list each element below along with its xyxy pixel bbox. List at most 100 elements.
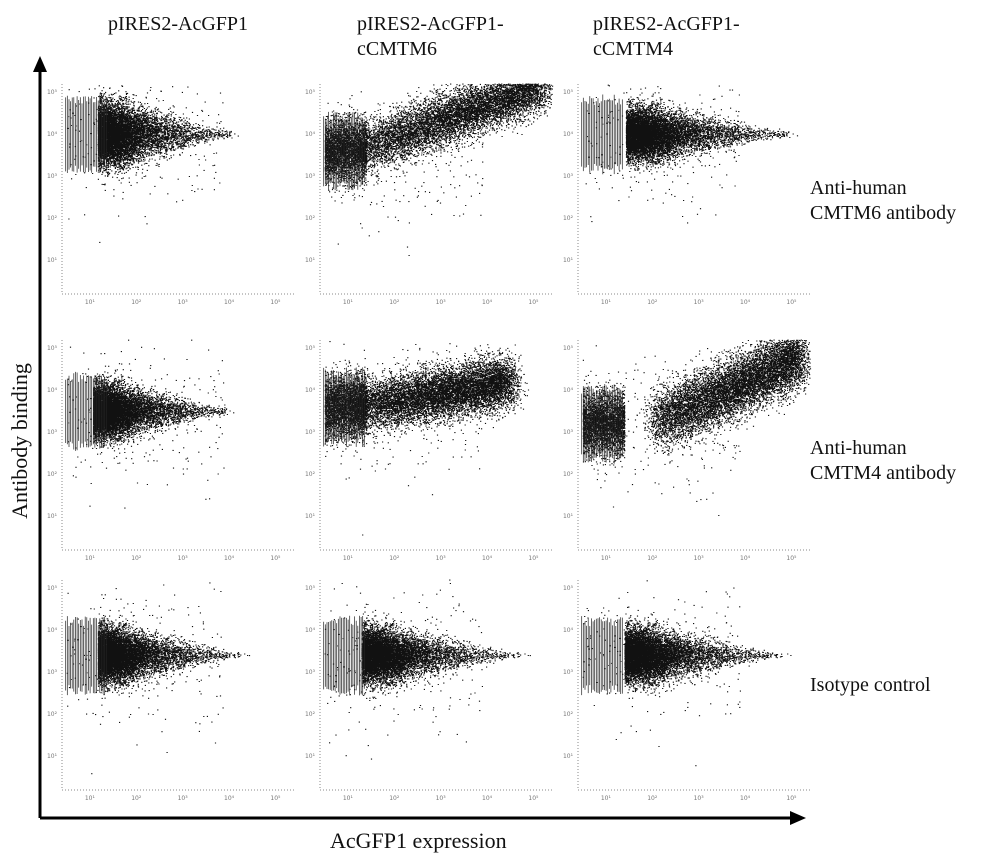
y-tick-label: 10² bbox=[563, 215, 574, 222]
x-tick-label: 10³ bbox=[694, 299, 705, 306]
y-tick-label: 10¹ bbox=[563, 257, 574, 264]
x-tick-label: 10¹ bbox=[601, 795, 612, 802]
x-tick-label: 10⁵ bbox=[270, 795, 281, 802]
scatter-points bbox=[582, 339, 812, 517]
x-tick-label: 10² bbox=[647, 795, 658, 802]
x-tick-label: 10¹ bbox=[85, 795, 96, 802]
x-tick-label: 10² bbox=[131, 299, 142, 306]
scatter-points bbox=[67, 339, 235, 509]
x-tick-label: 10⁵ bbox=[528, 795, 539, 802]
x-tick-label: 10⁴ bbox=[224, 555, 235, 562]
x-tick-label: 10⁵ bbox=[270, 555, 281, 562]
y-tick-label: 10² bbox=[47, 471, 58, 478]
y-tick-label: 10⁵ bbox=[305, 585, 316, 592]
scatter-panel-r3-c2: 10¹ 10² 10³ 10⁴ 10⁵ 10⁵ 10⁴ 10³ 10² 10¹ bbox=[305, 579, 552, 802]
y-tick-label: 10¹ bbox=[305, 257, 316, 264]
low-signal-bins bbox=[581, 384, 623, 464]
x-tick-label: 10⁵ bbox=[786, 555, 797, 562]
low-signal-bins bbox=[581, 94, 623, 175]
scatter-panel-r1-c1: 10¹ 10² 10³ 10⁴ 10⁵ 10⁵ 10⁴ 10³ 10² 10¹ bbox=[47, 84, 294, 306]
x-tick-label: 10² bbox=[389, 299, 400, 306]
y-tick-label: 10³ bbox=[47, 669, 58, 676]
scatter-points bbox=[324, 579, 531, 760]
low-signal-bins bbox=[581, 616, 623, 696]
x-tick-label: 10⁵ bbox=[786, 299, 797, 306]
y-tick-label: 10¹ bbox=[563, 513, 574, 520]
x-tick-label: 10³ bbox=[694, 795, 705, 802]
y-tick-label: 10¹ bbox=[563, 753, 574, 760]
y-tick-label: 10⁴ bbox=[47, 387, 58, 394]
low-signal-bins bbox=[65, 616, 107, 696]
x-tick-label: 10⁵ bbox=[528, 555, 539, 562]
x-tick-label: 10² bbox=[131, 555, 142, 562]
x-tick-label: 10¹ bbox=[85, 299, 96, 306]
column-title-acgfp1: pIRES2-AcGFP1 bbox=[108, 13, 249, 35]
y-tick-label: 10⁵ bbox=[47, 345, 58, 352]
y-axis-arrowhead bbox=[33, 56, 47, 72]
scatter-panel-r1-c3: 10¹ 10² 10³ 10⁴ 10⁵ 10⁵ 10⁴ 10³ 10² 10¹ bbox=[563, 84, 810, 306]
scatter-panel-r3-c3: 10¹ 10² 10³ 10⁴ 10⁵ 10⁵ 10⁴ 10³ 10² 10¹ bbox=[563, 580, 810, 802]
y-tick-label: 10² bbox=[563, 711, 574, 718]
y-tick-label: 10⁴ bbox=[47, 131, 58, 138]
y-tick-label: 10³ bbox=[47, 429, 58, 436]
x-tick-label: 10¹ bbox=[343, 795, 354, 802]
x-tick-label: 10¹ bbox=[601, 555, 612, 562]
row-label-anti-cmtm4: Anti-human CMTM4 antibody bbox=[810, 437, 957, 484]
scatter-panel-r2-c2: 10¹ 10² 10³ 10⁴ 10⁵ 10⁵ 10⁴ 10³ 10² 10¹ bbox=[305, 340, 552, 562]
x-tick-label: 10² bbox=[389, 555, 400, 562]
scatter-points bbox=[66, 582, 251, 775]
x-tick-label: 10³ bbox=[694, 555, 705, 562]
y-tick-label: 10² bbox=[305, 711, 316, 718]
low-signal-bins bbox=[65, 95, 107, 173]
low-signal-bins bbox=[65, 371, 107, 451]
x-tick-label: 10⁴ bbox=[482, 555, 493, 562]
x-tick-label: 10³ bbox=[178, 299, 189, 306]
y-tick-label: 10¹ bbox=[305, 753, 316, 760]
low-signal-bins bbox=[323, 367, 365, 447]
y-tick-label: 10³ bbox=[47, 173, 58, 180]
y-tick-label: 10⁵ bbox=[563, 585, 574, 592]
x-tick-label: 10² bbox=[647, 299, 658, 306]
x-tick-label: 10¹ bbox=[601, 299, 612, 306]
y-tick-label: 10³ bbox=[563, 669, 574, 676]
y-tick-label: 10⁵ bbox=[563, 89, 574, 96]
x-tick-label: 10⁴ bbox=[224, 795, 235, 802]
x-tick-label: 10³ bbox=[436, 299, 447, 306]
y-tick-label: 10³ bbox=[305, 669, 316, 676]
x-tick-label: 10³ bbox=[178, 795, 189, 802]
y-tick-label: 10⁵ bbox=[47, 585, 58, 592]
y-tick-label: 10¹ bbox=[47, 753, 58, 760]
y-tick-label: 10⁴ bbox=[47, 627, 58, 634]
x-tick-label: 10⁴ bbox=[740, 555, 751, 562]
y-tick-label: 10⁴ bbox=[305, 627, 316, 634]
y-tick-label: 10³ bbox=[305, 429, 316, 436]
y-tick-label: 10² bbox=[47, 215, 58, 222]
scatter-panel-r3-c1: 10¹ 10² 10³ 10⁴ 10⁵ 10⁵ 10⁴ 10³ 10² 10¹ bbox=[47, 580, 294, 802]
scatter-points bbox=[582, 580, 792, 767]
y-tick-label: 10⁵ bbox=[47, 89, 58, 96]
y-tick-label: 10³ bbox=[563, 173, 574, 180]
x-tick-label: 10⁴ bbox=[740, 795, 751, 802]
x-tick-label: 10¹ bbox=[343, 555, 354, 562]
x-tick-label: 10⁴ bbox=[224, 299, 235, 306]
y-tick-label: 10¹ bbox=[47, 257, 58, 264]
x-tick-label: 10⁵ bbox=[528, 299, 539, 306]
y-tick-label: 10⁴ bbox=[563, 627, 574, 634]
scatter-points bbox=[324, 83, 554, 257]
x-tick-label: 10³ bbox=[436, 555, 447, 562]
y-tick-label: 10⁴ bbox=[563, 131, 574, 138]
scatter-panel-r2-c3: 10¹ 10² 10³ 10⁴ 10⁵ 10⁵ 10⁴ 10³ 10² 10¹ bbox=[563, 339, 812, 562]
x-tick-label: 10⁴ bbox=[482, 795, 493, 802]
x-tick-label: 10¹ bbox=[343, 299, 354, 306]
low-signal-bins bbox=[323, 111, 365, 191]
y-tick-label: 10⁵ bbox=[305, 89, 316, 96]
scatter-points bbox=[585, 84, 799, 224]
y-tick-label: 10⁴ bbox=[305, 387, 316, 394]
axis-arrows bbox=[33, 56, 806, 825]
x-tick-label: 10³ bbox=[178, 555, 189, 562]
y-tick-label: 10² bbox=[305, 215, 316, 222]
y-tick-label: 10⁴ bbox=[563, 387, 574, 394]
x-tick-label: 10⁵ bbox=[270, 299, 281, 306]
